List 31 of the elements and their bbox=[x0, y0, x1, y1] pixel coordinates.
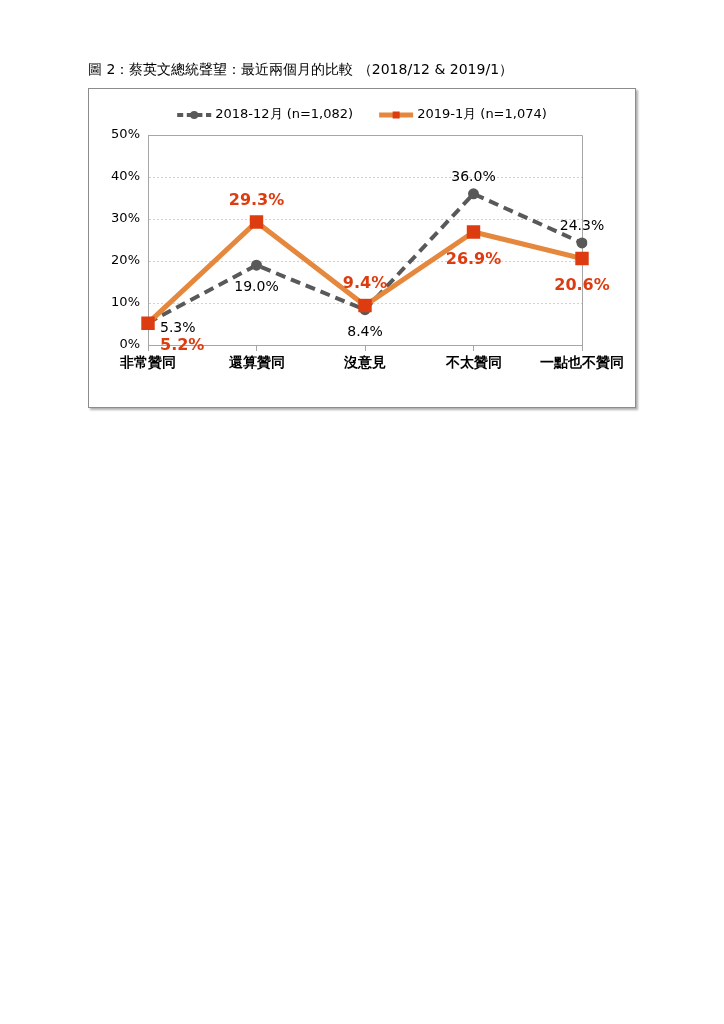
y-tick-label: 50% bbox=[111, 126, 140, 142]
point bbox=[249, 215, 264, 229]
data-label: 29.3% bbox=[228, 189, 285, 209]
x-tick-label: 不太贊同 bbox=[444, 354, 502, 371]
data-label: 19.0% bbox=[234, 278, 279, 295]
point bbox=[468, 188, 479, 200]
x-tick-label: 一點也不贊同 bbox=[540, 354, 624, 371]
data-label: 26.9% bbox=[445, 248, 502, 268]
data-label: 24.3% bbox=[559, 217, 605, 234]
data-label: 36.0% bbox=[451, 167, 496, 184]
data-label: 20.6% bbox=[554, 275, 610, 295]
point bbox=[575, 251, 589, 266]
legend-label: 2019-1月 (n=1,074) bbox=[417, 106, 547, 122]
x-tick-label: 非常贊同 bbox=[119, 354, 176, 371]
legend-label: 2018-12月 (n=1,082) bbox=[215, 106, 354, 122]
point bbox=[251, 259, 262, 271]
y-tick-label: 30% bbox=[111, 210, 140, 226]
point bbox=[576, 237, 588, 249]
point bbox=[358, 298, 372, 313]
point bbox=[466, 225, 481, 239]
y-tick-label: 0% bbox=[119, 336, 140, 352]
x-tick-label: 還算贊同 bbox=[227, 354, 285, 371]
data-label: 9.4% bbox=[342, 273, 388, 293]
data-label: 5.3% bbox=[160, 319, 196, 336]
data-label: 8.4% bbox=[347, 322, 383, 339]
y-tick-label: 40% bbox=[111, 168, 140, 184]
y-tick-label: 10% bbox=[111, 294, 140, 310]
data-label: 5.2% bbox=[160, 335, 205, 355]
y-tick-label: 20% bbox=[111, 252, 140, 268]
chart-title: 圖 2：蔡英文總統聲望：最近兩個月的比較 （2018/12 & 2019/1） bbox=[88, 61, 514, 79]
x-tick-label: 沒意見 bbox=[343, 354, 386, 371]
